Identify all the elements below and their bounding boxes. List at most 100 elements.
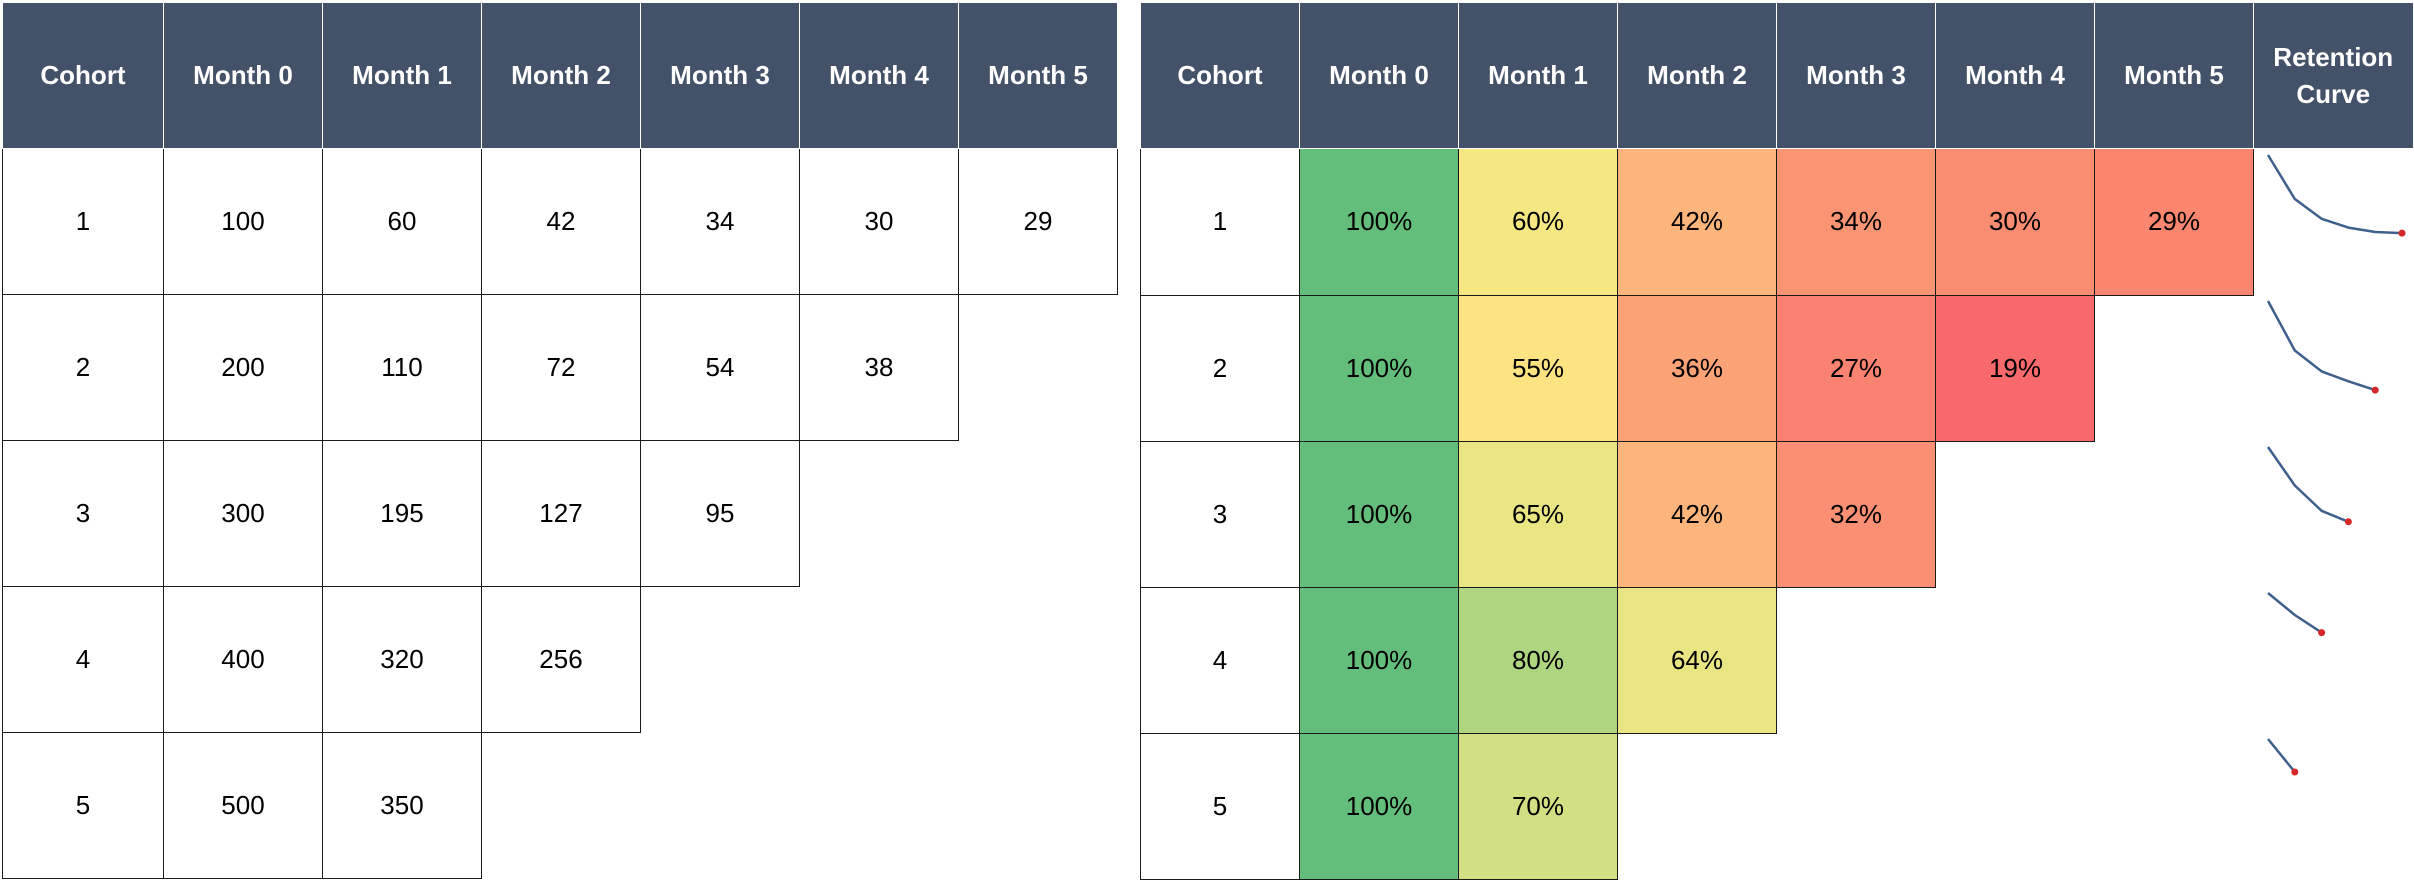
counts-value-cell: 42 [481,148,641,295]
retention-empty-cell [2095,587,2254,733]
retention-empty-cell [1777,587,1936,733]
counts-empty-cell [641,587,800,733]
retention-sparkline [2266,154,2406,237]
counts-empty-cell [959,441,1118,587]
retention-percent-cell: 100% [1299,732,1459,880]
counts-row-2: 2 200 110 72 54 38 [2,294,1118,441]
counts-row-4: 4 400 320 256 [2,586,1118,733]
retention-percent-cell: 29% [2094,148,2254,296]
counts-value-cell: 72 [481,294,641,441]
retention-cohort-cell: 1 [1140,148,1300,296]
counts-value-cell: 30 [799,148,959,295]
retention-table: Cohort Month 0 Month 1 Month 2 Month 3 M… [1140,2,2414,880]
counts-empty-cell [800,441,959,587]
counts-row-1: 1 100 60 42 34 30 29 [2,148,1118,295]
retention-percent-cell: 36% [1617,294,1777,442]
retention-empty-cell [2095,733,2254,879]
retention-header-cohort: Cohort [1140,2,1300,149]
counts-body: 1 100 60 42 34 30 29 2 200 110 72 54 38 3 300 195 127 95 4… [2,148,1118,879]
counts-cohort-cell: 4 [2,586,164,733]
sparkline-line [2266,446,2349,523]
counts-header-month-2: Month 2 [481,2,641,149]
retention-percent-cell: 70% [1458,732,1618,880]
counts-empty-cell [959,587,1118,733]
counts-value-cell: 127 [481,440,641,587]
sparkline-line [2266,300,2376,392]
retention-percent-cell: 80% [1458,586,1618,734]
retention-curve-cell [2254,441,2414,587]
counts-empty-cell [800,733,959,879]
counts-empty-cell [641,733,800,879]
retention-cohort-cell: 3 [1140,440,1300,588]
counts-value-cell: 400 [163,586,323,733]
counts-empty-cell [800,587,959,733]
sparkline-end-marker [2290,768,2298,776]
counts-header-row: Cohort Month 0 Month 1 Month 2 Month 3 M… [2,2,1118,149]
retention-percent-cell: 64% [1617,586,1777,734]
counts-row-5: 5 500 350 [2,732,1118,879]
retention-row-1: 1 100% 60% 42% 34% 30% 29% [1140,148,2414,296]
counts-value-cell: 500 [163,732,323,879]
sparkline-line [2266,154,2403,235]
sparkline-line [2266,738,2296,773]
counts-cohort-cell: 3 [2,440,164,587]
retention-sparkline [2266,738,2298,776]
retention-header-month-1: Month 1 [1458,2,1618,149]
sparkline-end-marker [2371,386,2379,394]
retention-header-curve: Retention Curve [2253,2,2414,149]
retention-percent-cell: 100% [1299,440,1459,588]
retention-percent-cell: 32% [1776,440,1936,588]
counts-row-3: 3 300 195 127 95 [2,440,1118,587]
retention-empty-cell [2095,441,2254,587]
retention-header-month-2: Month 2 [1617,2,1777,149]
counts-header-month-1: Month 1 [322,2,482,149]
retention-curve-cell [2254,149,2414,296]
retention-row-3: 3 100% 65% 42% 32% [1140,440,2414,588]
retention-curve-cell [2254,733,2414,879]
counts-cohort-cell: 5 [2,732,164,879]
retention-empty-cell [1618,733,1777,879]
retention-sparkline [2266,300,2379,394]
counts-empty-cell [482,733,641,879]
counts-value-cell: 110 [322,294,482,441]
counts-table: Cohort Month 0 Month 1 Month 2 Month 3 M… [2,2,1118,879]
retention-percent-cell: 30% [1935,148,2095,296]
counts-header-month-4: Month 4 [799,2,959,149]
counts-value-cell: 95 [640,440,800,587]
sparkline-end-marker [2398,229,2406,237]
retention-percent-cell: 27% [1776,294,1936,442]
counts-empty-cell [959,295,1118,441]
counts-value-cell: 34 [640,148,800,295]
retention-row-5: 5 100% 70% [1140,732,2414,880]
retention-percent-cell: 34% [1776,148,1936,296]
retention-cohort-cell: 2 [1140,294,1300,442]
retention-body: 1 100% 60% 42% 34% 30% 29% 2 100% 55% 36% 27% 19% 3 10… [1140,148,2414,880]
retention-empty-cell [2095,295,2254,441]
retention-percent-cell: 60% [1458,148,1618,296]
retention-sparkline [2266,446,2352,526]
retention-percent-cell: 100% [1299,148,1459,296]
retention-row-4: 4 100% 80% 64% [1140,586,2414,734]
counts-value-cell: 100 [163,148,323,295]
sparkline-end-marker [2317,629,2325,637]
retention-percent-cell: 100% [1299,294,1459,442]
counts-value-cell: 29 [958,148,1118,295]
counts-header-cohort: Cohort [2,2,164,149]
counts-value-cell: 60 [322,148,482,295]
retention-empty-cell [1936,733,2095,879]
counts-value-cell: 54 [640,294,800,441]
retention-percent-cell: 42% [1617,148,1777,296]
retention-percent-cell: 65% [1458,440,1618,588]
retention-cohort-cell: 4 [1140,586,1300,734]
counts-header-month-0: Month 0 [163,2,323,149]
counts-header-month-3: Month 3 [640,2,800,149]
counts-empty-cell [959,733,1118,879]
retention-curve-cell [2254,587,2414,733]
retention-curve-cell [2254,295,2414,441]
retention-row-2: 2 100% 55% 36% 27% 19% [1140,294,2414,442]
retention-percent-cell: 55% [1458,294,1618,442]
retention-sparkline [2266,592,2325,637]
counts-value-cell: 300 [163,440,323,587]
retention-percent-cell: 100% [1299,586,1459,734]
counts-value-cell: 320 [322,586,482,733]
